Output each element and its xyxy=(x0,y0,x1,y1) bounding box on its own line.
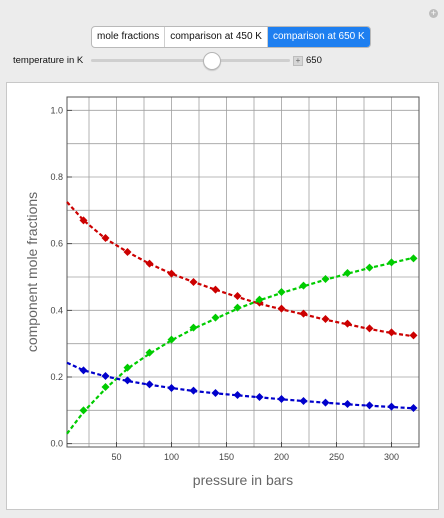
tab-comparison-450[interactable]: comparison at 450 K xyxy=(165,27,268,47)
x-tick-label: 150 xyxy=(219,452,234,462)
data-point xyxy=(233,391,242,399)
plot-panel: 50 100 150 200 250 300 0.0 0.2 0.4 0.6 0.8 1.0 press… xyxy=(6,82,439,510)
data-point xyxy=(189,323,198,332)
data-point xyxy=(387,402,396,411)
data-point xyxy=(343,269,352,277)
data-point xyxy=(277,395,286,403)
data-point xyxy=(123,376,132,385)
data-point xyxy=(321,398,330,407)
y-tick-label: 0.2 xyxy=(50,372,63,382)
data-point xyxy=(167,335,176,344)
data-point xyxy=(299,281,308,290)
data-point xyxy=(211,389,220,397)
data-point xyxy=(79,216,88,225)
data-point xyxy=(409,404,418,412)
data-point xyxy=(277,288,286,296)
data-point xyxy=(365,263,374,272)
mole-fraction-chart: 50 100 150 200 250 300 0.0 0.2 0.4 0.6 0.8 1.0 press… xyxy=(24,96,420,488)
data-point xyxy=(387,328,396,337)
tab-mole-fractions[interactable]: mole fractions xyxy=(92,27,166,47)
plot-frame xyxy=(66,96,420,448)
x-axis-label: pressure in bars xyxy=(193,472,293,488)
data-point xyxy=(299,397,308,405)
data-point xyxy=(343,400,352,408)
x-tick-label: 300 xyxy=(384,452,399,462)
data-point xyxy=(79,406,88,415)
y-tick-label: 0.0 xyxy=(50,439,63,449)
data-point xyxy=(167,269,176,278)
data-point xyxy=(387,258,396,267)
expand-control-icon[interactable]: + xyxy=(293,56,303,66)
data-point xyxy=(145,348,154,357)
y-tick-label: 1.0 xyxy=(50,105,63,115)
series-line xyxy=(66,256,414,435)
data-point xyxy=(233,292,242,300)
y-tick-label: 0.8 xyxy=(50,172,63,182)
data-point xyxy=(255,393,264,401)
data-point xyxy=(189,386,198,395)
x-tick-label: 100 xyxy=(164,452,179,462)
data-point xyxy=(145,259,154,268)
x-tick-label: 50 xyxy=(111,452,121,462)
data-point xyxy=(211,313,220,322)
data-point xyxy=(343,319,352,328)
data-point xyxy=(277,304,286,313)
series-line xyxy=(66,361,414,410)
data-point xyxy=(101,372,110,380)
plus-icon[interactable]: + xyxy=(429,8,438,18)
tab-comparison-650[interactable]: comparison at 650 K xyxy=(267,27,370,47)
view-selector: mole fractions comparison at 450 K compa… xyxy=(91,26,371,48)
y-tick-label: 0.6 xyxy=(50,239,63,249)
x-tick-label: 250 xyxy=(329,452,344,462)
data-point xyxy=(365,324,374,333)
y-tick-label: 0.4 xyxy=(50,305,63,315)
temperature-label: temperature in K xyxy=(13,55,84,66)
data-point xyxy=(167,384,176,392)
temperature-slider-track[interactable] xyxy=(91,59,290,62)
data-point xyxy=(365,401,374,410)
data-point xyxy=(321,275,330,283)
data-point xyxy=(409,331,418,340)
data-point xyxy=(101,234,110,242)
temperature-value: 650 xyxy=(306,55,322,66)
data-point xyxy=(189,278,198,286)
data-point xyxy=(101,383,110,391)
data-point xyxy=(211,285,220,294)
x-tick-label: 200 xyxy=(274,452,289,462)
temperature-slider-thumb[interactable] xyxy=(203,52,221,70)
data-point xyxy=(409,254,418,263)
data-point xyxy=(145,380,154,389)
data-point xyxy=(233,303,242,312)
data-point xyxy=(299,309,308,318)
data-point xyxy=(79,366,88,375)
data-point xyxy=(321,315,330,323)
data-point xyxy=(255,295,264,304)
data-point xyxy=(123,363,132,372)
y-axis-label: component mole fractions xyxy=(24,192,40,352)
data-point xyxy=(123,248,132,256)
